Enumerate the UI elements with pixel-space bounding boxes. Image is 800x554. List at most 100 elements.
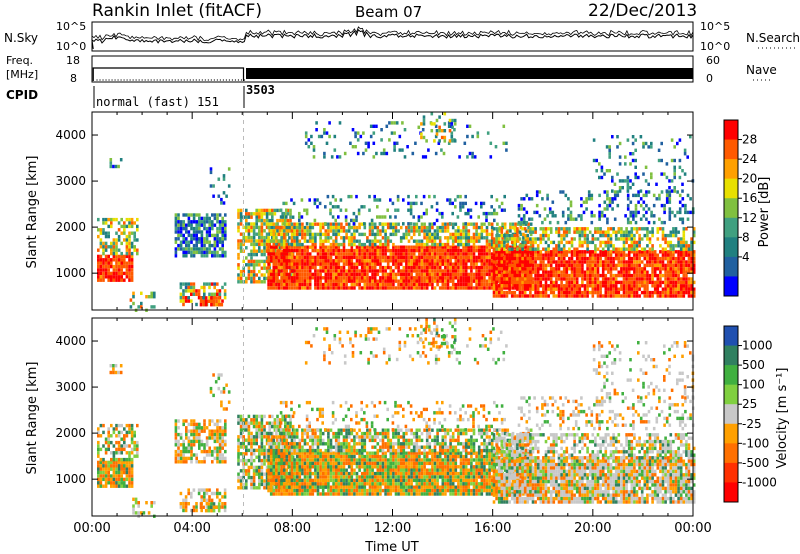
echo-cell — [625, 237, 628, 241]
echo-cell — [347, 279, 351, 283]
echo-cell — [280, 255, 283, 260]
echo-cell — [503, 267, 506, 271]
echo-cell — [631, 141, 635, 146]
echo-cell — [130, 467, 134, 471]
echo-cell — [352, 218, 356, 223]
echo-cell — [260, 208, 264, 213]
echo-cell — [258, 239, 261, 243]
echo-cell — [629, 200, 633, 204]
echo-cell — [205, 213, 209, 217]
echo-cell — [526, 256, 530, 261]
echo-cell — [604, 287, 608, 291]
echo-cell — [664, 277, 667, 281]
echo-cell — [402, 232, 406, 237]
echo-cell — [107, 464, 110, 468]
echo-cell — [174, 240, 178, 244]
echo-cell — [627, 233, 631, 238]
echo-cell — [327, 239, 330, 243]
echo-cell — [192, 230, 196, 234]
echo-cell — [495, 287, 498, 291]
echo-cell — [363, 279, 367, 283]
echo-cell — [653, 260, 657, 264]
echo-cell — [648, 237, 652, 241]
echo-cell — [428, 269, 432, 273]
echo-cell — [260, 235, 264, 240]
echo-cell — [451, 139, 454, 143]
echo-cell — [263, 218, 266, 223]
echo-cell — [554, 214, 557, 218]
echo-cell — [446, 269, 450, 273]
echo-cell — [462, 269, 465, 273]
echo-cell — [497, 273, 501, 278]
echo-cell — [252, 280, 256, 284]
echo-cell — [640, 237, 644, 241]
echo-cell — [107, 470, 110, 475]
echo-cell — [347, 248, 351, 253]
echo-cell — [523, 290, 527, 295]
echo-cell — [441, 276, 445, 280]
echo-cell — [329, 272, 333, 277]
echo-cell — [473, 155, 477, 159]
echo-cell — [368, 229, 372, 233]
echo-cell — [250, 280, 253, 284]
echo-cell — [483, 286, 486, 290]
echo-cell — [405, 232, 408, 237]
echo-cell — [547, 244, 550, 248]
echo-cell — [174, 254, 178, 258]
echo-cell — [467, 282, 471, 287]
echo-cell — [483, 222, 486, 226]
echo-cell — [620, 230, 623, 234]
echo-cell — [353, 236, 356, 240]
y-tick-label: 2000 — [55, 220, 86, 234]
echo-cell — [203, 243, 206, 248]
echo-cell — [454, 248, 458, 253]
echo-cell — [99, 467, 103, 471]
echo-cell — [278, 246, 282, 250]
echo-cell — [353, 286, 356, 290]
echo-cell — [368, 282, 372, 287]
echo-cell — [327, 255, 330, 260]
echo-cell — [102, 241, 105, 246]
echo-cell — [625, 270, 628, 274]
echo-cell — [661, 233, 665, 238]
echo-cell — [625, 267, 628, 271]
echo-cell — [190, 250, 193, 255]
echo-cell — [531, 240, 535, 245]
echo-cell — [573, 247, 576, 251]
echo-cell — [376, 198, 379, 202]
echo-cell — [674, 233, 678, 238]
echo-cell — [640, 277, 644, 281]
echo-cell — [682, 270, 686, 274]
echo-cell — [358, 276, 361, 280]
echo-cell — [150, 295, 153, 299]
echo-cell — [471, 155, 474, 159]
echo-cell — [451, 222, 455, 226]
echo-cell — [468, 151, 472, 156]
echo-cell — [397, 252, 400, 256]
echo-cell — [650, 141, 653, 146]
echo-cell — [568, 260, 571, 264]
echo-cell — [293, 259, 296, 263]
echo-cell — [505, 253, 509, 257]
echo-cell — [539, 253, 543, 257]
echo-cell — [285, 262, 289, 266]
echo-cell — [578, 256, 582, 261]
echo-cell — [690, 290, 693, 295]
echo-cell — [464, 259, 468, 263]
echo-cell — [187, 299, 190, 303]
echo-cell — [638, 267, 641, 271]
echo-cell — [508, 237, 511, 241]
echo-cell — [544, 240, 548, 245]
echo-cell — [418, 248, 421, 253]
echo-cell — [179, 220, 183, 224]
echo-cell — [364, 141, 368, 145]
echo-cell — [327, 286, 330, 290]
echo-cell — [182, 223, 185, 227]
echo-cell — [217, 299, 221, 303]
echo-cell — [115, 261, 118, 265]
echo-cell — [115, 217, 118, 222]
echo-cell — [153, 295, 156, 299]
echo-cell — [601, 253, 605, 257]
echo-cell — [433, 248, 437, 253]
echo-cell — [298, 222, 302, 226]
